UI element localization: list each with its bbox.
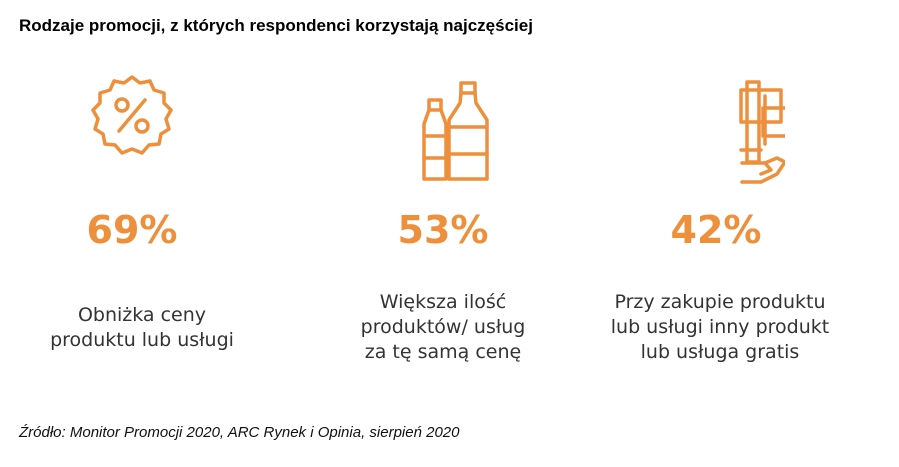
- desc-3: Przy zakupie produktu lub usługi inny pr…: [570, 290, 870, 365]
- value-label-1: 69%: [86, 208, 178, 252]
- desc-2: Większa ilość produktów/ usług za tę sam…: [293, 290, 593, 365]
- desc-2-line-2: produktów/ usług: [360, 316, 526, 338]
- chart-title: Rodzaje promocji, z których respondenci …: [19, 16, 533, 35]
- item-1: [7, 70, 257, 160]
- item-3: [600, 70, 850, 190]
- bottles-icon: [422, 81, 489, 181]
- value-label-3: 42%: [670, 208, 762, 252]
- value-label-2: 53%: [397, 208, 489, 252]
- desc-2-line-3: za tę samą cenę: [364, 341, 522, 363]
- hand-products-icon: [739, 80, 785, 184]
- desc-1-line-2: produktu lub usługi: [50, 329, 234, 351]
- percent-badge-icon: [91, 75, 173, 155]
- desc-3-line-3: lub usługa gratis: [640, 341, 800, 363]
- source-note: Źródło: Monitor Promocji 2020, ARC Rynek…: [19, 424, 460, 441]
- item-2: [318, 70, 568, 182]
- desc-1: Obniżka ceny produktu lub usługi: [0, 303, 292, 353]
- desc-2-line-1: Większa ilość: [379, 291, 507, 313]
- desc-3-line-1: Przy zakupie produktu: [614, 291, 826, 313]
- desc-1-line-1: Obniżka ceny: [77, 304, 207, 326]
- desc-3-line-2: lub usługi inny produkt: [610, 316, 830, 338]
